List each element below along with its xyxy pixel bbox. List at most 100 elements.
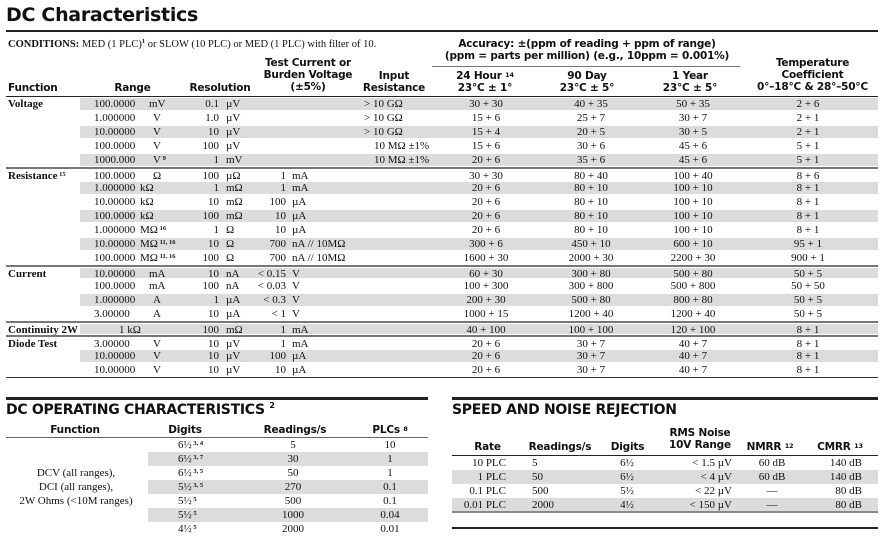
footnote: 5 [191,510,197,517]
range-unit: mV [149,98,166,110]
range-unit: V [153,112,161,124]
speed-noise-title: SPEED AND NOISE REJECTION [452,402,677,418]
table-row: 3.00000 A 10 µA < 1 V 1000 + 15 1200 + 40 1200 +… [6,307,878,321]
footnote: 14 [505,71,514,79]
header-text: CMRR [817,441,851,453]
cmrr-value: 80 dB [835,499,862,511]
digits-value: 5½ 5 [178,495,197,507]
table-row: 1.000000 V 1.0 µV > 10 GΩ 15 + 6 25 + 7 30 + 7 2… [6,111,878,125]
temperature-coefficient: 900 + 1 [791,252,825,264]
conditions-note: CONDITIONS: MED (1 PLC)1 or SLOW (10 PLC… [8,38,376,50]
table-row: 1 PLC 50 6½ < 4 µV 60 dB 140 dB [452,470,878,484]
digits-value: 6½ 3, 4 [178,439,204,451]
resolution-unit: Ω [226,238,235,250]
resolution-value: 10 [208,196,219,208]
row-shade [80,268,878,278]
header-text: (±5%) [290,81,326,93]
footnote: 3, 4 [191,440,204,447]
readings-value: 500 [532,485,549,497]
accuracy-90-day: 20 + 5 [576,126,606,138]
header-text: 23°C ± 5° [559,82,615,94]
resolution-value: 100 [202,140,220,152]
footnote: 11, 16 [157,239,176,246]
range-value: 1.000000 [94,112,136,124]
rate-value: 1 PLC [477,471,506,483]
test-current-value: 100 [269,350,287,362]
resolution-value: 10 [208,126,219,138]
accuracy-90-day: 80 + 10 [574,196,608,208]
header-range: Range [114,82,151,94]
readings-value: 2000 [282,523,304,535]
temperature-coefficient: 95 + 1 [793,238,823,250]
table-row: 5½ 5 500 0.1 [148,494,428,508]
header-text: 23°C ± 1° [457,82,513,94]
test-current-value: 700 [269,238,287,250]
header-input-resistance: Input Resistance [356,70,432,94]
footnote: 13 [854,442,863,450]
table-row: 6½ 3, 5 50 1 [148,466,428,480]
row-shade [80,294,878,306]
footnote: 5 [191,524,197,531]
table-row: 10.00000 kΩ 10 mΩ 100 µA 20 + 6 80 + 10 100 + 10… [6,195,878,209]
accuracy-90-day: 30 + 7 [576,350,606,362]
header-text: 1 Year [672,70,708,82]
plcs-value: 0.04 [380,509,400,521]
rms-noise-value: < 1.5 µV [692,457,732,469]
resolution-value: 100 [202,280,220,292]
test-current-value: 100 [269,196,287,208]
table-row: 100.0000 MΩ 11, 16 100 Ω 700 nA // 10MΩ 1600 +… [6,251,878,265]
test-current-unit: V [292,294,300,306]
nmrr-value: — [766,485,778,497]
range-unit: MΩ 11, 16 [140,252,176,264]
accuracy-1-year: 2200 + 30 [670,252,716,264]
temperature-coefficient: 50 + 5 [793,308,823,320]
resolution-unit: mV [226,154,243,166]
resolution-unit: µV [226,126,241,138]
table-row: 5½ 5 1000 0.04 [148,508,428,522]
test-current-unit: mA [292,338,309,350]
footnote: 3, 5 [191,468,204,475]
accuracy-24-hour: 20 + 6 [471,350,501,362]
rate-value: 10 PLC [472,457,506,469]
resolution-unit: µV [226,338,241,350]
accuracy-90-day: 80 + 40 [574,170,608,182]
footnote: 15 [57,171,66,178]
conditions-footnote: 1 [141,38,146,45]
plcs-value: 1 [387,453,393,465]
range-unit: mA [149,268,166,280]
table-row: Resistance 15 100.0000 Ω 100 µΩ 1 mA 30 + 30 80 … [6,167,878,182]
table-row: 6½ 3, 7 30 1 [148,452,428,466]
nmrr-value: 60 dB [758,471,786,483]
header-accuracy: Accuracy: ±(ppm of reading + ppm of rang… [432,38,742,62]
function-label: Voltage [8,98,44,110]
accuracy-24-hour: 15 + 6 [471,112,501,124]
accuracy-90-day: 450 + 10 [571,238,611,250]
table-row: 10.00000 MΩ 11, 16 10 Ω 700 nA // 10MΩ 300 + 6… [6,237,878,251]
table-bottom-rule [6,377,878,378]
resolution-unit: µV [226,112,241,124]
header-function: Function [50,424,100,436]
table-row: 0.01 PLC 2000 4½ < 150 µV — 80 dB [452,498,878,512]
temperature-coefficient: 8 + 1 [796,364,820,376]
range-value: 3.00000 [94,308,130,320]
test-current-unit: µA [292,350,307,362]
range-unit: kΩ [140,210,154,222]
section-bottom-rule [452,527,878,529]
resolution-unit: mΩ [226,182,243,194]
accuracy-1-year: 100 + 40 [673,170,713,182]
digits-value: 6½ [620,457,634,469]
row-shade [80,126,878,138]
range-unit: V [153,126,161,138]
accuracy-1-year: 40 + 7 [678,364,708,376]
resolution-unit: µV [226,98,241,110]
header-text: Resistance [362,82,426,94]
range-value: 100.0000 [94,252,136,264]
test-current-value: 1 [280,182,287,194]
header-nmrr: NMRR 12 [740,441,800,453]
accuracy-1-year: 30 + 5 [678,126,708,138]
resolution-unit: Ω [226,224,235,236]
row-shade [80,98,878,110]
temperature-coefficient: 5 + 1 [796,154,820,166]
accuracy-24-hour: 200 + 30 [466,294,506,306]
table-row: 1.000000 A 1 µA < 0.3 V 200 + 30 500 + 80 800 + … [6,293,878,307]
